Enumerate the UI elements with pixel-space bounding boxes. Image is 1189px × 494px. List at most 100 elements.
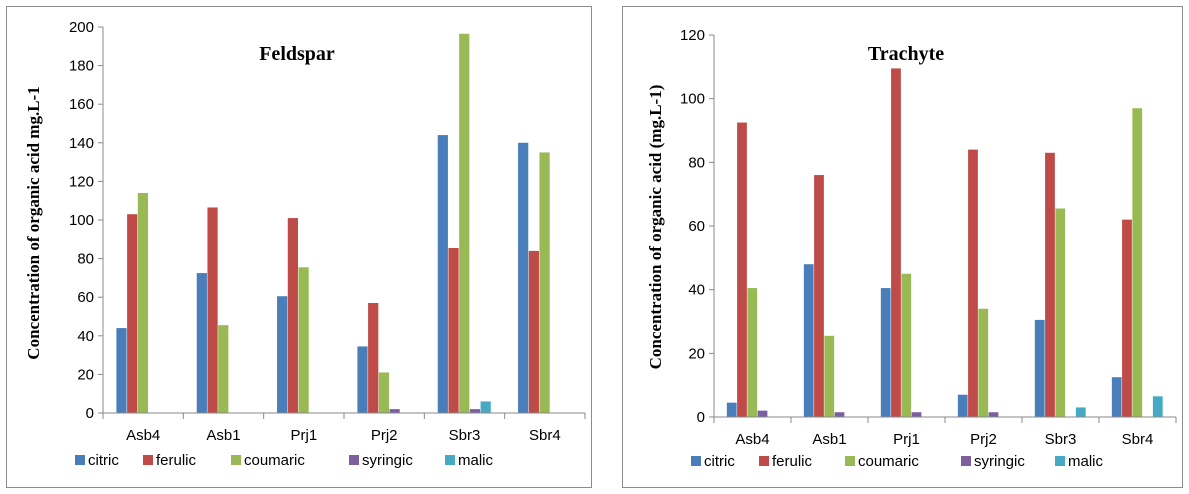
axes [713, 35, 1177, 423]
bar-citric-sbr4 [1111, 377, 1122, 417]
bar-citric-sbr3 [437, 135, 448, 413]
bar-ferulic-asb1 [207, 207, 218, 413]
x-tick-label: Sbr4 [529, 427, 561, 444]
bar-ferulic-prj1 [287, 218, 298, 413]
y-tick-label: 60 [77, 289, 94, 306]
bar-coumaric-prj2 [978, 308, 989, 417]
y-tick-label: 200 [69, 19, 94, 36]
y-axis-label: Concentration of organic acid mg.L-1 [24, 86, 43, 359]
bar-malic-sbr4 [1152, 396, 1163, 417]
x-tick-label: Asb4 [735, 431, 769, 448]
bar-citric-prj2 [957, 394, 968, 417]
axes [102, 27, 586, 419]
bar-ferulic-prj2 [968, 149, 978, 417]
y-tick-label: 120 [680, 27, 705, 44]
legend-label-syringic: syringic [974, 453, 1025, 470]
category-labels: Asb4 Asb1 Prj1 Prj2 Sbr3 Sbr4 [735, 431, 1153, 448]
x-tick-label: Prj2 [970, 431, 997, 448]
y-tick-label: 0 [86, 405, 94, 422]
bar-ferulic-asb1 [814, 175, 824, 417]
legend-label-ferulic: ferulic [772, 453, 813, 470]
bar-coumaric-prj2 [378, 372, 390, 413]
bar-ferulic-sbr4 [528, 250, 539, 413]
bars [726, 68, 1163, 418]
bar-ferulic-sbr3 [448, 247, 459, 413]
legend-swatch-coumaric [231, 455, 241, 465]
legend-swatch-ferulic [143, 455, 153, 465]
legend-swatch-syringic [961, 456, 971, 466]
x-tick-label: Asb1 [812, 431, 846, 448]
bars [116, 33, 550, 414]
trachyte-chart-svg: Trachyte Concentration of organic acid (… [646, 27, 1177, 470]
y-tick-label: 20 [688, 345, 705, 362]
bar-ferulic-prj2 [368, 302, 379, 413]
y-axis-ticks: 0 20 40 60 80 100 120 140 160 180 200 [69, 19, 103, 422]
bar-citric-asb1 [196, 273, 207, 413]
bar-ferulic-asb4 [127, 214, 138, 413]
bar-citric-asb1 [803, 264, 814, 417]
chart-title: Trachyte [868, 43, 944, 65]
y-tick-label: 0 [697, 409, 705, 426]
bar-syringic-asb4 [757, 410, 768, 417]
bar-citric-asb4 [726, 402, 737, 417]
y-tick-label: 60 [688, 218, 705, 235]
legend-label-ferulic: ferulic [156, 452, 197, 469]
legend: citric ferulic coumaric syringic malic [75, 452, 494, 469]
legend-label-malic: malic [1068, 453, 1104, 470]
y-tick-label: 120 [69, 173, 94, 190]
bar-ferulic-prj1 [891, 68, 901, 418]
bar-coumaric-asb4 [747, 288, 758, 417]
bar-syringic-asb1 [834, 412, 845, 417]
bar-coumaric-prj1 [298, 267, 309, 413]
y-tick-label: 20 [77, 366, 94, 383]
bar-citric-sbr3 [1034, 319, 1045, 417]
x-tick-label: Asb4 [126, 427, 160, 444]
y-tick-label: 160 [69, 96, 94, 113]
legend-label-malic: malic [458, 452, 494, 469]
bar-syringic-prj2 [988, 412, 999, 417]
feldspar-chart: Feldspar Concentration of organic acid m… [6, 6, 592, 488]
legend: citric ferulic coumaric syringic malic [691, 453, 1104, 470]
bar-syringic-sbr3 [469, 409, 481, 413]
bar-coumaric-sbr4 [1132, 108, 1143, 417]
y-tick-label: 180 [69, 58, 94, 75]
y-tick-label: 140 [69, 135, 94, 152]
x-tick-label: Sbr3 [1045, 431, 1077, 448]
bar-coumaric-asb4 [137, 192, 149, 413]
bar-citric-prj1 [880, 288, 891, 417]
bar-citric-asb4 [116, 328, 127, 413]
bar-coumaric-prj1 [901, 273, 912, 417]
bar-malic-sbr3 [480, 401, 491, 413]
legend-swatch-coumaric [845, 456, 855, 466]
bar-syringic-prj2 [389, 409, 400, 413]
bar-coumaric-sbr3 [459, 33, 470, 413]
legend-label-citric: citric [704, 453, 735, 470]
y-tick-label: 40 [688, 282, 705, 299]
legend-label-coumaric: coumaric [858, 453, 919, 470]
bar-coumaric-sbr4 [539, 152, 550, 413]
bar-ferulic-asb4 [737, 122, 747, 418]
bar-ferulic-sbr3 [1045, 152, 1055, 418]
y-tick-label: 80 [688, 154, 705, 171]
x-tick-label: Sbr4 [1122, 431, 1154, 448]
legend-label-coumaric: coumaric [244, 452, 305, 469]
y-tick-label: 80 [77, 251, 94, 268]
legend-swatch-citric [75, 455, 85, 465]
bar-syringic-prj1 [911, 412, 922, 417]
category-labels: Asb4 Asb1 Prj1 Prj2 Sbr3 Sbr4 [126, 427, 561, 444]
legend-label-syringic: syringic [362, 452, 413, 469]
legend-swatch-malic [445, 455, 455, 465]
x-tick-label: Sbr3 [449, 427, 481, 444]
legend-swatch-syringic [349, 455, 359, 465]
x-tick-label: Prj2 [371, 427, 398, 444]
bar-citric-prj1 [277, 296, 288, 413]
legend-swatch-ferulic [759, 456, 769, 466]
chart-title: Feldspar [259, 43, 335, 65]
bar-coumaric-asb1 [218, 325, 229, 413]
legend-swatch-malic [1055, 456, 1065, 466]
y-axis-ticks: 0 20 40 60 80 100 120 [680, 27, 714, 426]
y-axis-label: Concentration of organic acid (mg.L-1) [646, 85, 665, 370]
bar-citric-sbr4 [518, 142, 529, 414]
feldspar-chart-svg: Feldspar Concentration of organic acid m… [24, 19, 586, 469]
y-tick-label: 40 [77, 328, 94, 345]
